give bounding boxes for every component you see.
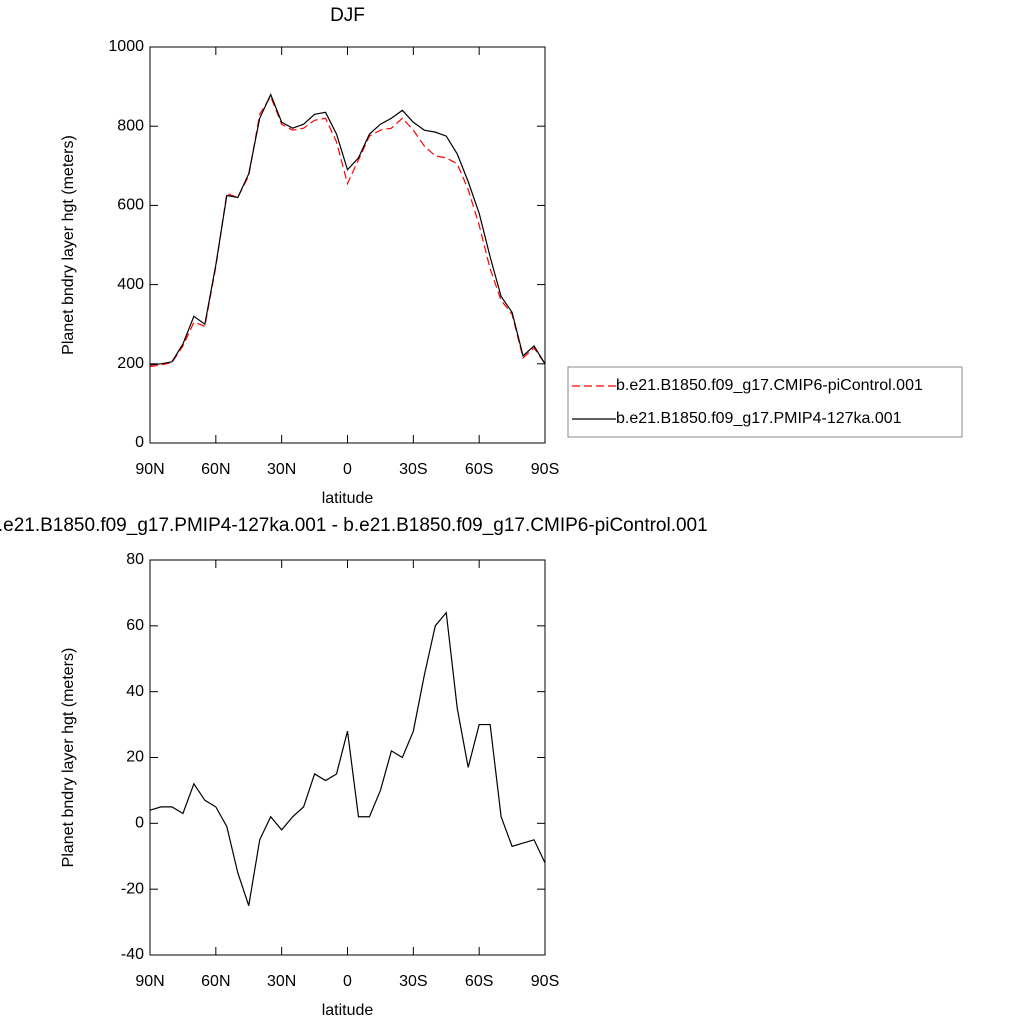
x-axis-label: latitude <box>322 1002 374 1019</box>
x-tick-label: 60N <box>201 973 230 990</box>
y-tick-label: 60 <box>126 617 144 634</box>
y-axis-label: Planet bndry layer hgt (meters) <box>60 135 77 355</box>
y-tick-label: -40 <box>121 946 144 963</box>
y-tick-label: 0 <box>135 815 144 832</box>
plot-frame <box>149 46 546 444</box>
x-tick-label: 90S <box>531 461 559 478</box>
y-tick-label: 400 <box>117 276 144 293</box>
legend-frame <box>567 366 963 438</box>
x-tick-label: 60S <box>465 973 493 990</box>
y-tick-label: 20 <box>126 749 144 766</box>
y-tick-label: 800 <box>117 117 144 134</box>
series-line <box>149 95 546 368</box>
legend-label: b.e21.B1850.f09_g17.PMIP4-127ka.001 <box>616 410 902 427</box>
y-tick-label: 0 <box>135 434 144 451</box>
legend-label: b.e21.B1850.f09_g17.CMIP6-piControl.001 <box>616 377 923 394</box>
x-tick-label: 90S <box>531 973 559 990</box>
chart-title: b.e21.B1850.f09_g17.PMIP4-127ka.001 - b.… <box>0 515 708 536</box>
x-tick-label: 30S <box>399 461 427 478</box>
series-line <box>149 611 546 906</box>
y-axis-label: Planet bndry layer hgt (meters) <box>60 648 77 868</box>
x-tick-label: 90N <box>135 973 164 990</box>
x-tick-label: 90N <box>135 461 164 478</box>
x-tick-label: 30N <box>267 973 296 990</box>
series-line <box>149 92 546 366</box>
x-axis-label: latitude <box>322 490 374 507</box>
y-tick-label: 600 <box>117 197 144 214</box>
x-tick-label: 0 <box>343 461 352 478</box>
x-tick-label: 30S <box>399 973 427 990</box>
y-tick-label: 200 <box>117 355 144 372</box>
y-tick-label: 1000 <box>108 38 144 55</box>
x-tick-label: 60S <box>465 461 493 478</box>
y-tick-label: 40 <box>126 683 144 700</box>
x-tick-label: 0 <box>343 973 352 990</box>
y-tick-label: 80 <box>126 551 144 568</box>
x-tick-label: 60N <box>201 461 230 478</box>
x-tick-label: 30N <box>267 461 296 478</box>
y-tick-label: -20 <box>121 880 144 897</box>
plot-frame <box>149 559 546 956</box>
chart-title: DJF <box>330 5 365 26</box>
